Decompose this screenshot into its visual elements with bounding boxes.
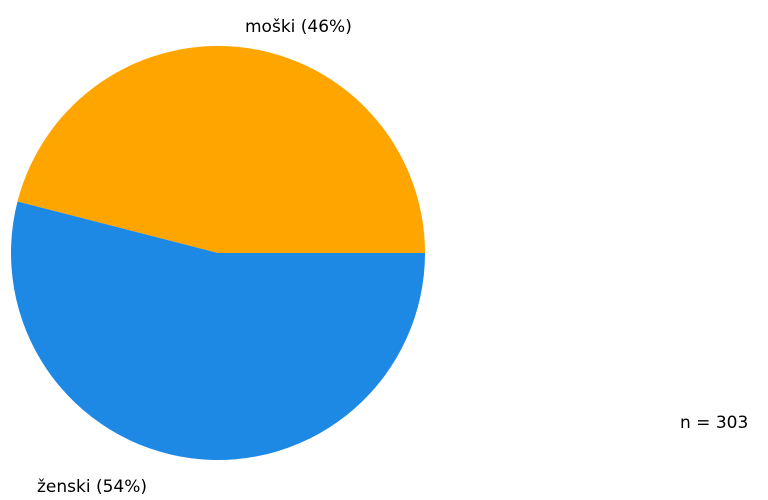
pie-slice-moski <box>17 45 425 253</box>
pie-slice-zenski <box>11 201 426 460</box>
slice-label-moski: moški (46%) <box>245 17 352 37</box>
slice-label-zenski: ženski (54%) <box>37 477 147 497</box>
sample-size-label: n = 303 <box>680 413 749 433</box>
pie-slices <box>11 45 426 460</box>
